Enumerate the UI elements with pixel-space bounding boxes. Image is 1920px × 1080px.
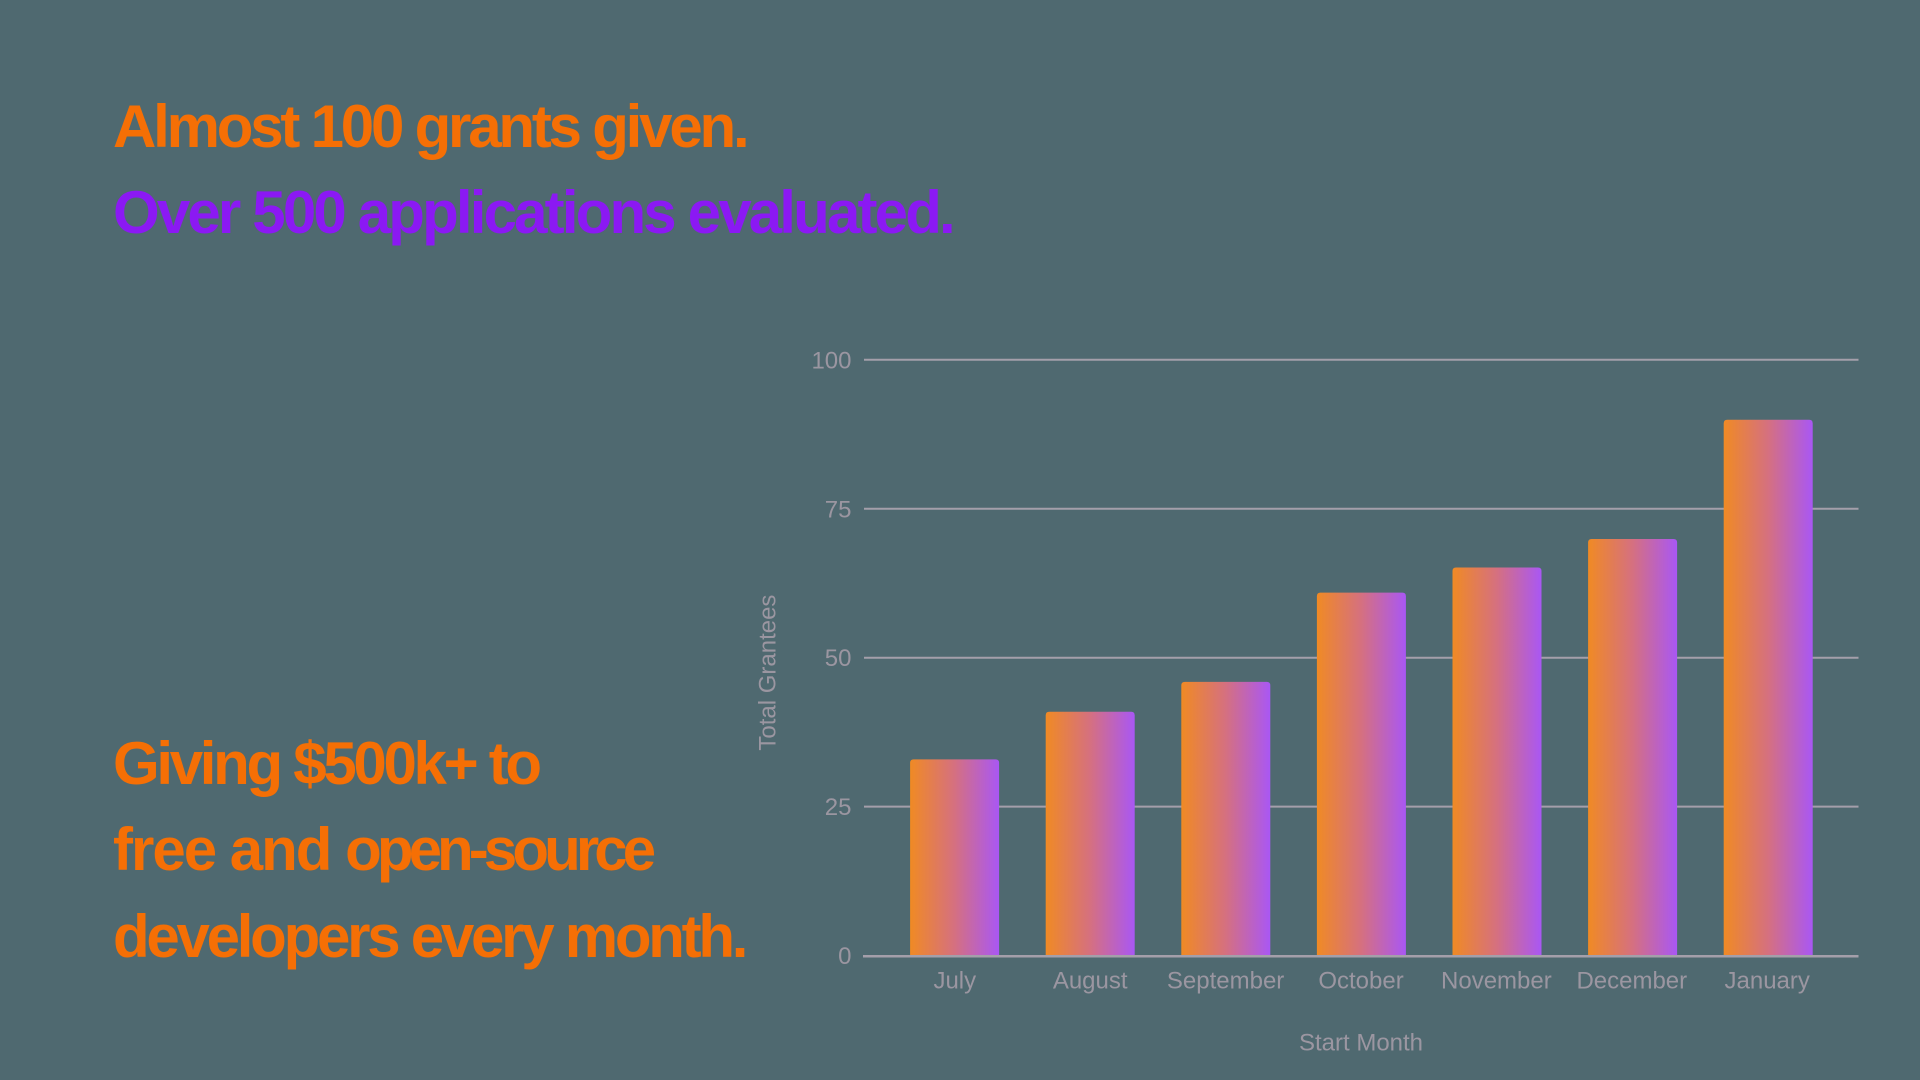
svg-text:50: 50 (825, 645, 852, 672)
svg-text:October: October (1318, 967, 1403, 994)
svg-text:August: August (1053, 967, 1128, 994)
svg-text:Start Month: Start Month (1299, 1029, 1423, 1056)
svg-text:Total Grantees: Total Grantees (754, 595, 781, 751)
svg-text:75: 75 (825, 496, 852, 523)
svg-text:July: July (933, 967, 976, 994)
svg-text:January: January (1725, 967, 1810, 994)
svg-text:September: September (1167, 967, 1284, 994)
svg-text:25: 25 (825, 794, 852, 821)
svg-text:100: 100 (811, 347, 851, 374)
svg-text:December: December (1576, 967, 1687, 994)
svg-text:November: November (1441, 967, 1552, 994)
svg-text:0: 0 (838, 943, 851, 970)
